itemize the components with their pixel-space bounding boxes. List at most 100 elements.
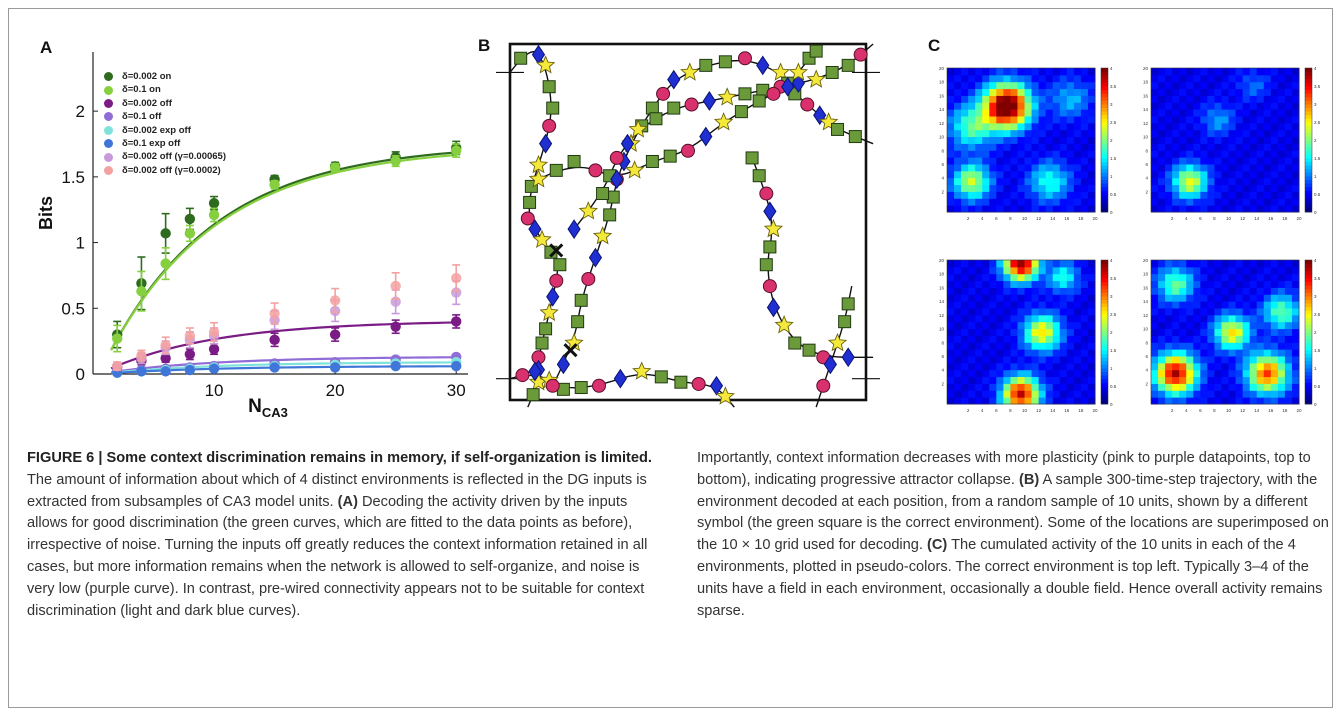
heatmap-cell: [947, 362, 955, 371]
heatmap-cell: [1087, 170, 1096, 179]
heatmap-cell: [1270, 95, 1279, 103]
heatmap-cell: [982, 122, 990, 131]
heatmap-cell: [1038, 321, 1047, 330]
heatmap-cell: [1066, 376, 1075, 384]
heatmap-cell: [1221, 383, 1230, 391]
heatmap-cell: [1277, 314, 1286, 323]
heatmap-cell: [968, 376, 976, 384]
colorbar-segment: [1101, 335, 1108, 340]
heatmap-cell: [1242, 376, 1251, 384]
heatmap-cell: [1010, 342, 1018, 350]
heatmap-cell: [1200, 266, 1208, 275]
heatmap-cell: [1270, 129, 1279, 138]
heatmap-cell: [1059, 397, 1068, 405]
heatmap-cell: [1200, 362, 1208, 371]
heatmap-cell: [1017, 328, 1026, 336]
colorbar-segment: [1305, 267, 1312, 272]
heatmap-cell: [1193, 143, 1201, 151]
colorbar-segment: [1305, 100, 1312, 105]
heatmap-cell: [1270, 74, 1279, 83]
legend-marker: [104, 125, 113, 135]
heatmap-cell: [1263, 335, 1272, 343]
heatmap-cell: [1284, 390, 1293, 398]
heatmap-cell: [1228, 390, 1237, 398]
heatmap-cell: [1059, 81, 1068, 90]
heatmap-cell: [1242, 260, 1251, 268]
heatmap-cell: [1214, 335, 1222, 343]
heatmap-cell: [1242, 116, 1251, 124]
heatmap-cell: [1284, 184, 1293, 192]
heatmap-cell: [1087, 129, 1096, 138]
heatmap-cell: [1024, 164, 1033, 172]
legend-label: δ=0.1 exp off: [122, 138, 181, 150]
heatmap-cell: [1031, 362, 1040, 371]
heatmap-cell: [1172, 184, 1180, 192]
heatmap-cell: [1059, 349, 1068, 357]
heatmap-cell: [1221, 362, 1230, 371]
heatmap-cell: [1193, 342, 1201, 350]
heatmap-cell: [1263, 273, 1272, 282]
heatmap-cell: [989, 287, 997, 295]
data-point: [136, 350, 147, 361]
heatmap-cell: [1087, 184, 1096, 192]
heatmap-cell: [1193, 205, 1201, 213]
marker-square: [553, 258, 567, 272]
heatmap-panel: 2244668810101212141416161818202000.511.5…: [1143, 258, 1321, 413]
heatmap-cell: [1059, 390, 1068, 398]
heatmap-cell: [1059, 335, 1068, 343]
heatmap-cell: [1179, 191, 1187, 199]
heatmap-cell: [1038, 335, 1047, 343]
marker-square: [571, 315, 585, 329]
heatmap-cell: [961, 362, 969, 371]
heatmap-cell: [1066, 170, 1075, 179]
heatmap-y-tick: 2: [941, 189, 944, 194]
heatmap-cell: [1249, 349, 1258, 357]
heatmap-cell: [1017, 95, 1026, 103]
colorbar-tick: 1.5: [1110, 156, 1117, 161]
heatmap-cell: [1263, 308, 1272, 316]
heatmap-cell: [1059, 328, 1068, 336]
data-point: [329, 295, 341, 306]
heatmap-cell: [1010, 308, 1018, 316]
heatmap-cell: [1284, 136, 1293, 144]
heatmap-cell: [1003, 362, 1011, 371]
heatmap-cell: [1263, 376, 1272, 384]
heatmap-cell: [1256, 335, 1265, 343]
heatmap-cell: [1080, 294, 1089, 302]
heatmap-cell: [1179, 287, 1187, 295]
heatmap-cell: [1242, 95, 1251, 103]
heatmap-cell: [1291, 308, 1300, 316]
heatmap-cell: [1186, 143, 1194, 151]
heatmap-cell: [947, 95, 955, 103]
heatmap-cell: [1017, 369, 1026, 378]
heatmap-cell: [1228, 81, 1237, 90]
legend-label: δ=0.1 on: [122, 84, 161, 96]
heatmap-cell: [1214, 81, 1222, 90]
heatmap-cell: [1179, 184, 1187, 192]
heatmap-cell: [1031, 301, 1040, 309]
marker-square: [603, 208, 617, 222]
heatmap-cell: [1080, 369, 1089, 378]
heatmap-cell: [1228, 198, 1237, 206]
heatmap-cell: [1073, 308, 1082, 316]
heatmap-cell: [1003, 356, 1011, 364]
heatmap-cell: [1242, 321, 1251, 330]
heatmap-cell: [1073, 157, 1082, 165]
marker-diamond: [556, 354, 571, 375]
heatmap-cell: [1031, 294, 1040, 302]
heatmap-cell: [1024, 136, 1033, 144]
heatmap-cell: [1024, 390, 1033, 398]
marker-star: [628, 119, 648, 138]
heatmap-cell: [1038, 362, 1047, 371]
heatmap-cell: [1214, 205, 1222, 213]
heatmap-cell: [1291, 314, 1300, 323]
panel-b-trajectory-diagram: [496, 42, 880, 408]
heatmap-cell: [1073, 88, 1082, 96]
heatmap-cell: [975, 170, 983, 179]
heatmap-cell: [1165, 335, 1173, 343]
colorbar-tick: 2: [1110, 138, 1113, 143]
caption-heading: FIGURE 6 | Some context discrimination r…: [27, 450, 652, 466]
heatmap-cell: [1256, 356, 1265, 364]
heatmap-cell: [1277, 349, 1286, 357]
heatmap-cell: [989, 301, 997, 309]
